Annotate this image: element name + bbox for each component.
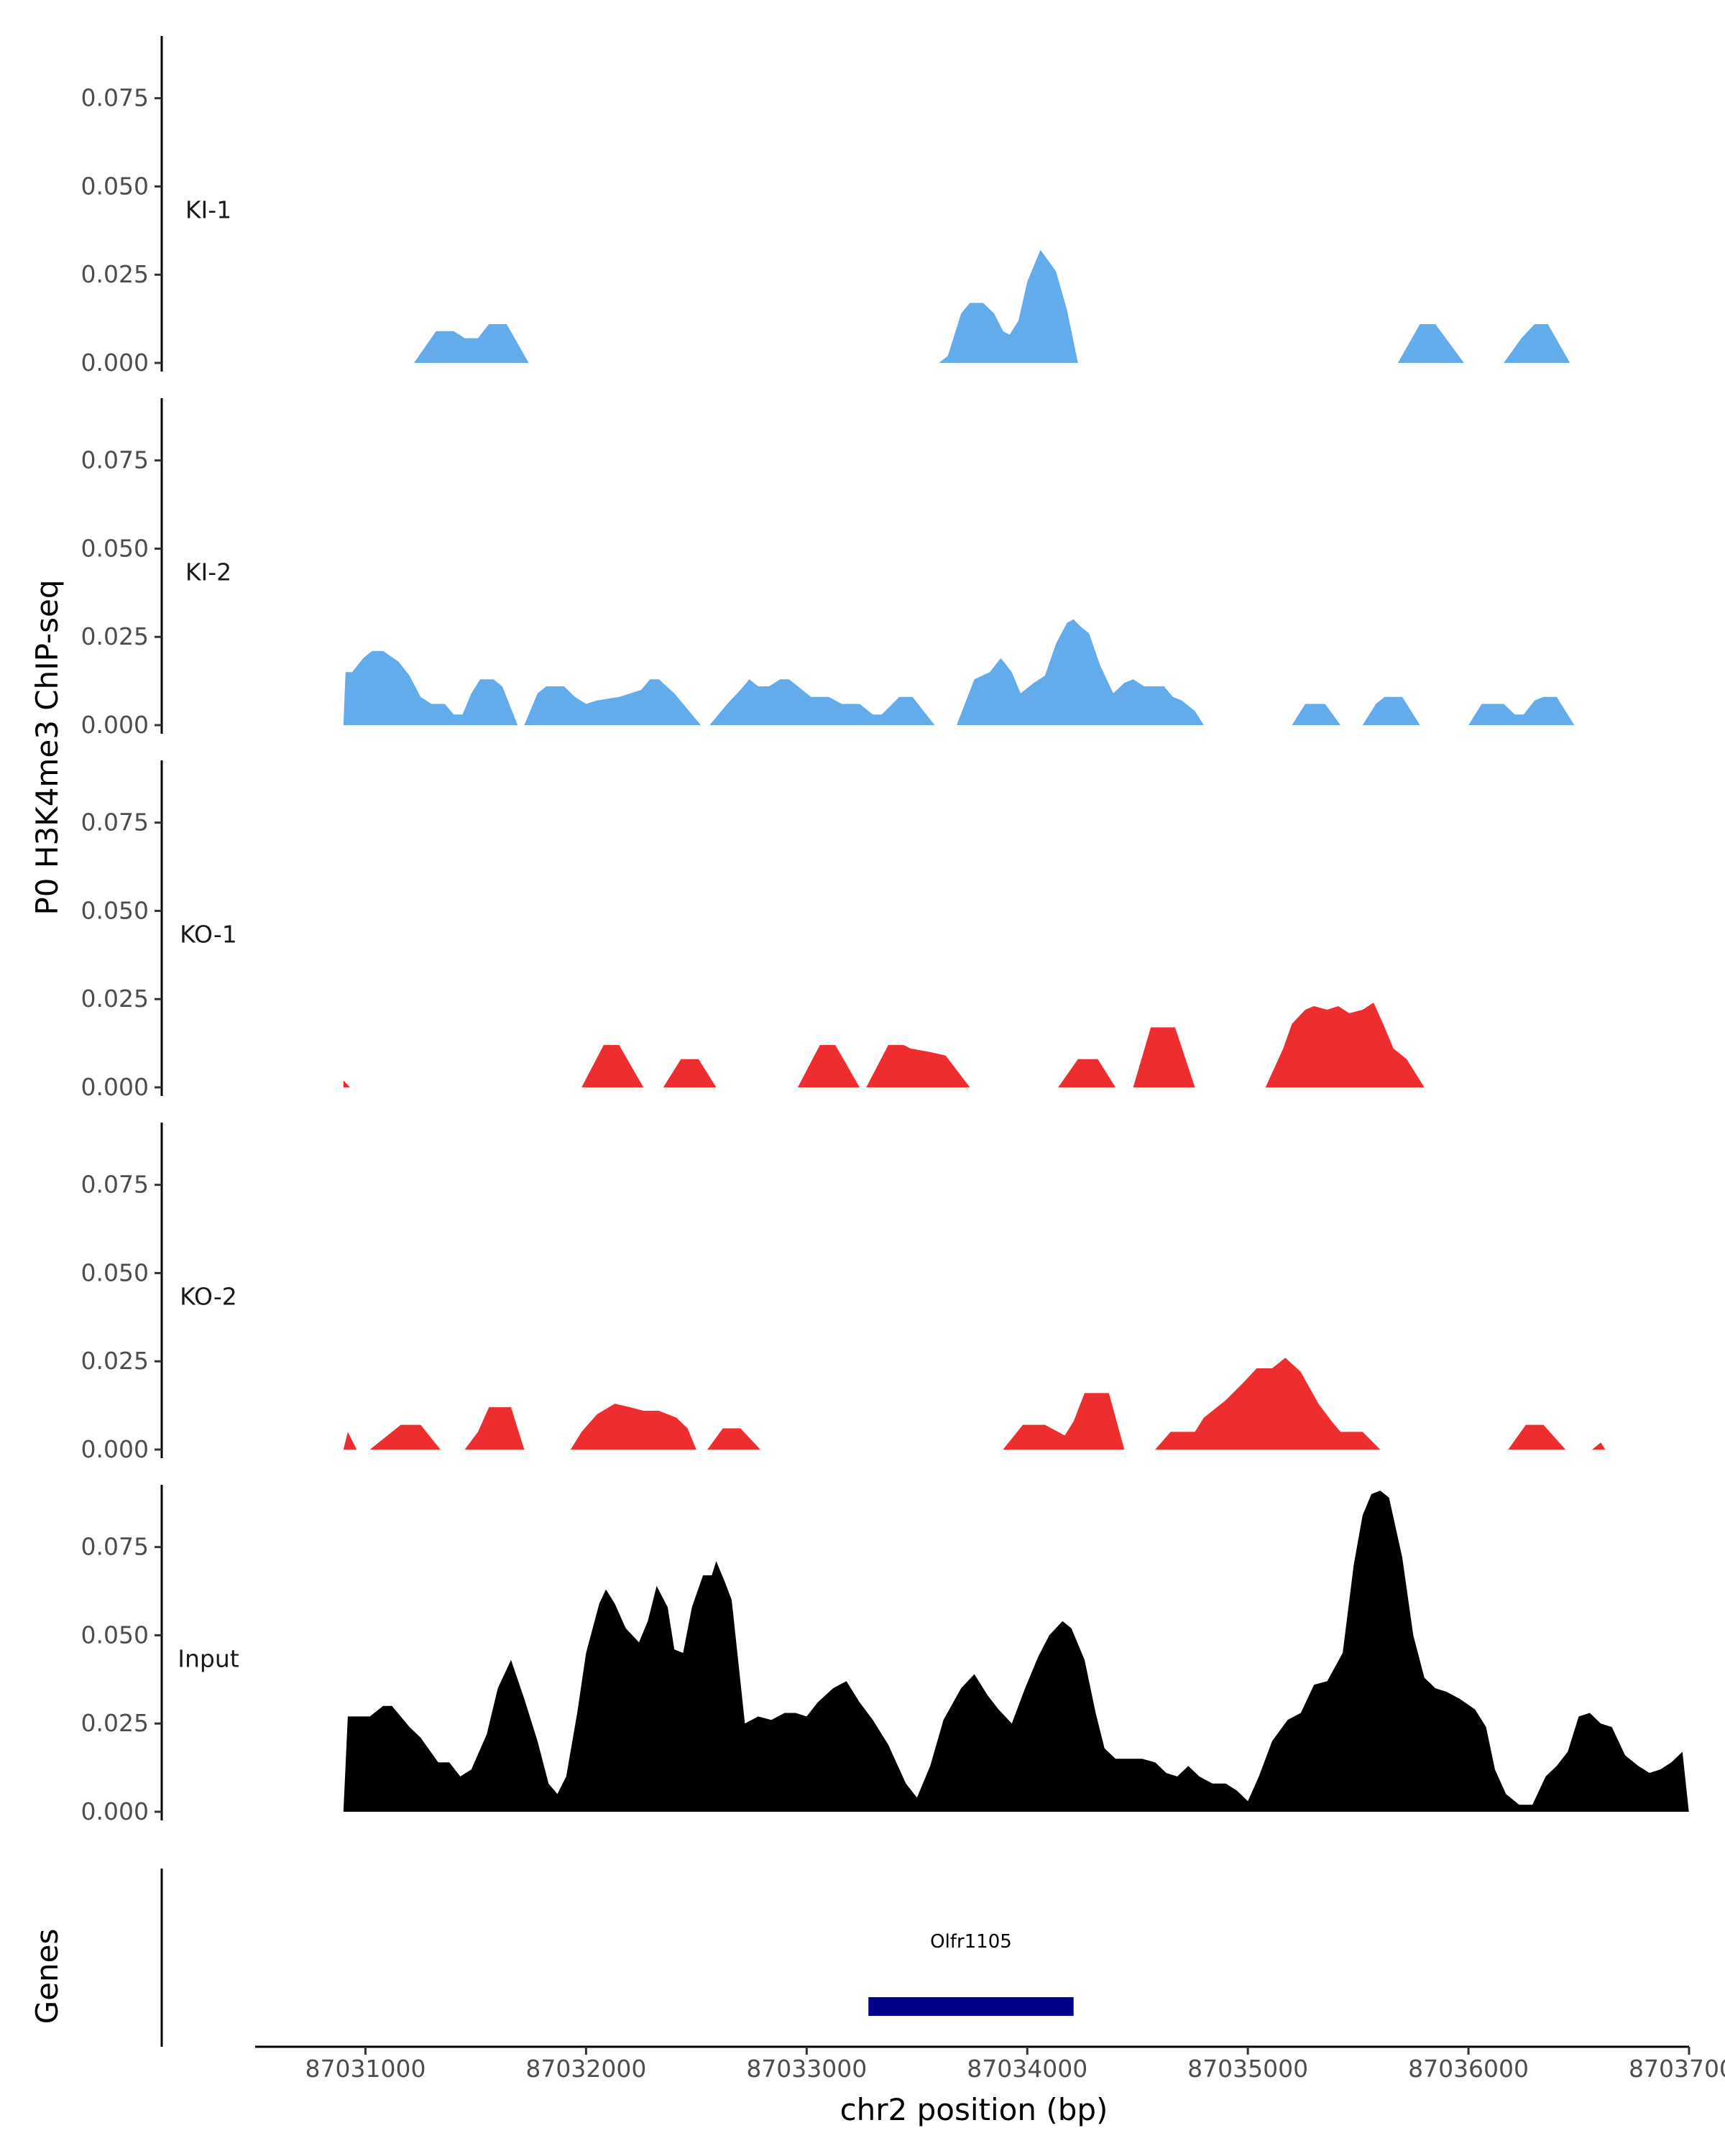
signal-peak [709,679,935,725]
gene-label: Olfr1105 [930,1931,1012,1953]
signal-peak [957,619,1204,725]
signal-peak [343,1432,357,1450]
signal-peak [570,1404,696,1450]
track-panel-ko-1: 0.000 0.025 0.050 0.075 KO-1 [81,760,1425,1101]
track-panel-ki-1: 0.000 0.025 0.050 0.075 KI-1 [81,36,1570,377]
x-tick-label: 87032000 [525,2055,646,2083]
signal-peak [464,1407,525,1450]
track-panel-ki-2: 0.000 0.025 0.050 0.075 KI-2 [81,398,1575,739]
signal-peak [343,1080,350,1087]
y-tick-label: 0.075 [81,1533,149,1561]
signal-peak [1265,1003,1425,1087]
signal-peak [1397,324,1464,363]
y-tick-label: 0.050 [81,1258,149,1286]
signal-peak [939,249,1078,363]
track-panel-input: 0.000 0.025 0.050 0.075 Input [81,1485,1689,1825]
track-label: KO-2 [180,1282,237,1310]
y-tick-label: 0.000 [81,711,149,739]
y-tick-label: 0.075 [81,808,149,837]
y-tick-label: 0.075 [81,1171,149,1199]
tracks-layer: 0.0000.0250.0500.075KI-10.0000.0250.0500… [81,36,1689,1825]
y-tick-label: 0.075 [81,84,149,112]
track-label: Input [178,1644,239,1672]
y-tick-label: 0.050 [81,896,149,924]
x-tick-label: 87035000 [1187,2055,1308,2083]
x-tick-label: 87036000 [1408,2055,1529,2083]
signal-peak [1504,324,1570,363]
signal-peak [1058,1059,1116,1087]
x-axis-title: chr2 position (bp) [840,2092,1108,2127]
track-label: KI-1 [185,195,231,224]
track-label: KO-1 [180,920,237,948]
x-axis: 87031000 87032000 87033000 87034000 87035000… [255,2045,1725,2083]
x-tick-label: 87031000 [305,2055,426,2083]
track-panel-ko-2: 0.000 0.025 0.050 0.075 KO-2 [81,1123,1606,1463]
y-tick-label: 0.050 [81,534,149,562]
track-label: KI-2 [185,558,231,586]
signal-peak [524,679,701,725]
x-tick-label: 87037000 [1629,2055,1725,2083]
y-tick-label: 0.025 [81,1709,149,1737]
signal-peak [581,1045,644,1087]
signal-peak [1003,1393,1125,1450]
signal-peak [1592,1442,1606,1450]
signal-peak [1468,696,1575,725]
y-tick-label: 0.050 [81,172,149,200]
y-tick-label: 0.025 [81,985,149,1013]
genes-panel: Olfr1105 [160,1869,1074,2047]
signal-peak [1292,704,1341,725]
x-tick-label: 87033000 [746,2055,867,2083]
y-tick-label: 0.075 [81,446,149,474]
signal-peak [343,1491,1689,1812]
signal-peak [369,1424,441,1450]
y-tick-label: 0.050 [81,1621,149,1649]
signal-peak [1508,1424,1566,1450]
genes-track-title: Genes [29,1929,65,2024]
y-tick-label: 0.000 [81,1073,149,1101]
signal-peak [866,1045,970,1087]
y-tick-label: 0.000 [81,1797,149,1825]
y-tick-label: 0.000 [81,349,149,377]
y-tick-label: 0.000 [81,1435,149,1463]
signal-peak [707,1428,760,1450]
signal-peak [798,1045,860,1087]
x-tick-label: 87034000 [967,2055,1087,2083]
signal-peak [414,324,529,363]
signal-peak [1155,1358,1381,1450]
y-tick-label: 0.025 [81,260,149,288]
y-axis-title: P0 H3K4me3 ChIP-seq [29,579,65,915]
signal-peak [1362,696,1420,725]
y-tick-label: 0.025 [81,1347,149,1375]
signal-peak [1133,1027,1195,1087]
signal-peak [343,650,518,725]
y-tick-label: 0.025 [81,622,149,650]
gene-bar[interactable] [868,1997,1074,2016]
signal-peak [663,1059,717,1087]
